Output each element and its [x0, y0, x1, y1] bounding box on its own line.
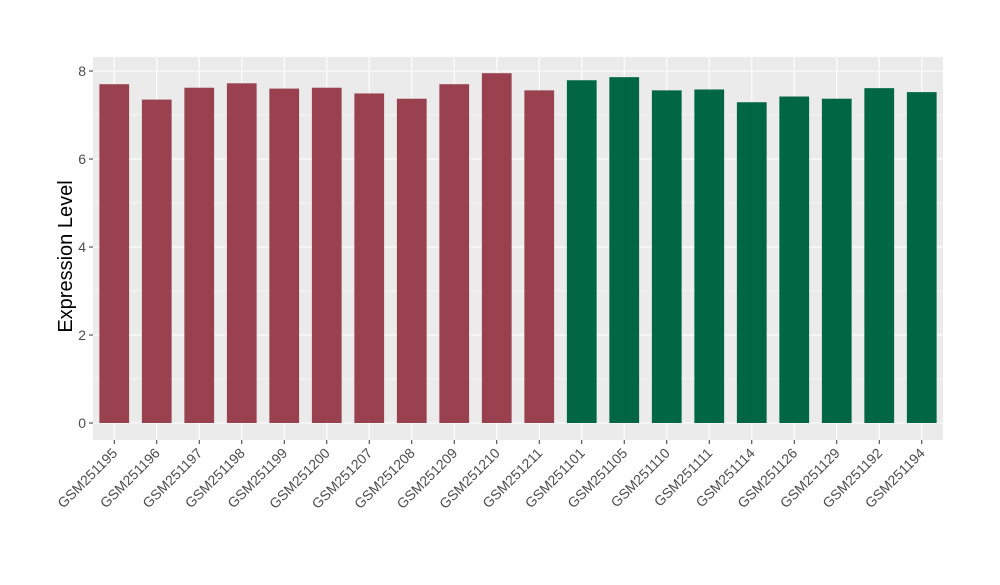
bar-GSM251208	[396, 98, 427, 423]
x-axis: GSM251195GSM251196GSM251197GSM251198GSM2…	[54, 440, 928, 512]
bar-GSM251200	[311, 87, 342, 423]
y-tick-label: 2	[78, 327, 86, 343]
bar-GSM251209	[439, 84, 470, 423]
bar-GSM251211	[524, 90, 555, 424]
bar-GSM251195	[99, 84, 130, 423]
y-tick-label: 0	[78, 415, 86, 431]
bar-GSM251194	[906, 92, 937, 424]
bar-GSM251207	[354, 93, 385, 423]
y-tick-label: 8	[78, 63, 86, 79]
y-tick-label: 4	[78, 239, 86, 255]
bar-GSM251126	[779, 96, 810, 424]
bar-GSM251199	[269, 88, 300, 423]
y-tick-label: 6	[78, 151, 86, 167]
bar-GSM251114	[736, 102, 767, 424]
bar-GSM251192	[864, 88, 895, 423]
bar-GSM251105	[609, 77, 640, 423]
bar-GSM251196	[141, 99, 172, 423]
bar-GSM251197	[184, 87, 215, 423]
y-axis-label: Expression Level	[55, 180, 77, 332]
bar-GSM251111	[694, 89, 725, 423]
bar-GSM251101	[566, 80, 597, 424]
bar-GSM251129	[821, 98, 852, 423]
bar-GSM251198	[226, 83, 257, 423]
bar-GSM251110	[651, 90, 682, 424]
bar-series	[99, 73, 937, 424]
bar-GSM251210	[481, 73, 512, 423]
y-axis: 0 2 4 6 8	[78, 63, 93, 431]
plot-panel	[93, 57, 943, 440]
